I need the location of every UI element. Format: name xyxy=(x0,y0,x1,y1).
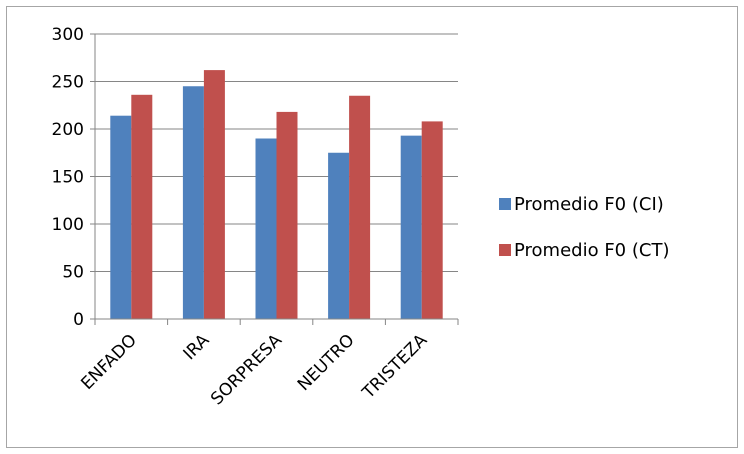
bars xyxy=(110,70,443,320)
x-tick-label: TRISTEZA xyxy=(358,330,431,403)
bar xyxy=(131,94,153,319)
bar xyxy=(110,115,132,319)
y-tick-label: 150 xyxy=(52,168,84,188)
x-tick-label: NEUTRO xyxy=(294,330,359,395)
legend-label: Promedio F0 (CT) xyxy=(514,240,669,261)
bar xyxy=(400,135,422,319)
bar xyxy=(203,70,225,319)
y-tick-label: 250 xyxy=(52,73,84,93)
y-tick-label: 300 xyxy=(52,25,84,45)
bar xyxy=(182,86,204,319)
x-tick-label: ENFADO xyxy=(77,330,140,393)
y-tick-label: 100 xyxy=(52,215,84,235)
legend-label: Promedio F0 (CI) xyxy=(514,194,664,215)
x-tick-label: IRA xyxy=(180,330,214,364)
bar xyxy=(328,152,350,319)
x-tick-label: SORPRESA xyxy=(207,330,286,409)
legend-swatch xyxy=(499,244,511,256)
y-tick-labels: 0 50 100 150 200 250 300 xyxy=(52,25,84,330)
bar xyxy=(255,138,277,319)
y-tick-label: 0 xyxy=(73,310,84,330)
y-tick-label: 50 xyxy=(62,263,84,283)
legend-swatch xyxy=(499,198,511,210)
y-tick-label: 200 xyxy=(52,120,84,140)
bar xyxy=(276,111,298,320)
chart-frame: 0 50 100 150 200 250 300 ENFADO IRA SORPRESA NEUT… xyxy=(6,6,738,448)
bar xyxy=(349,95,371,319)
axes xyxy=(90,33,459,325)
bar xyxy=(421,121,443,320)
legend: Promedio F0 (CI) Promedio F0 (CT) xyxy=(499,194,669,261)
